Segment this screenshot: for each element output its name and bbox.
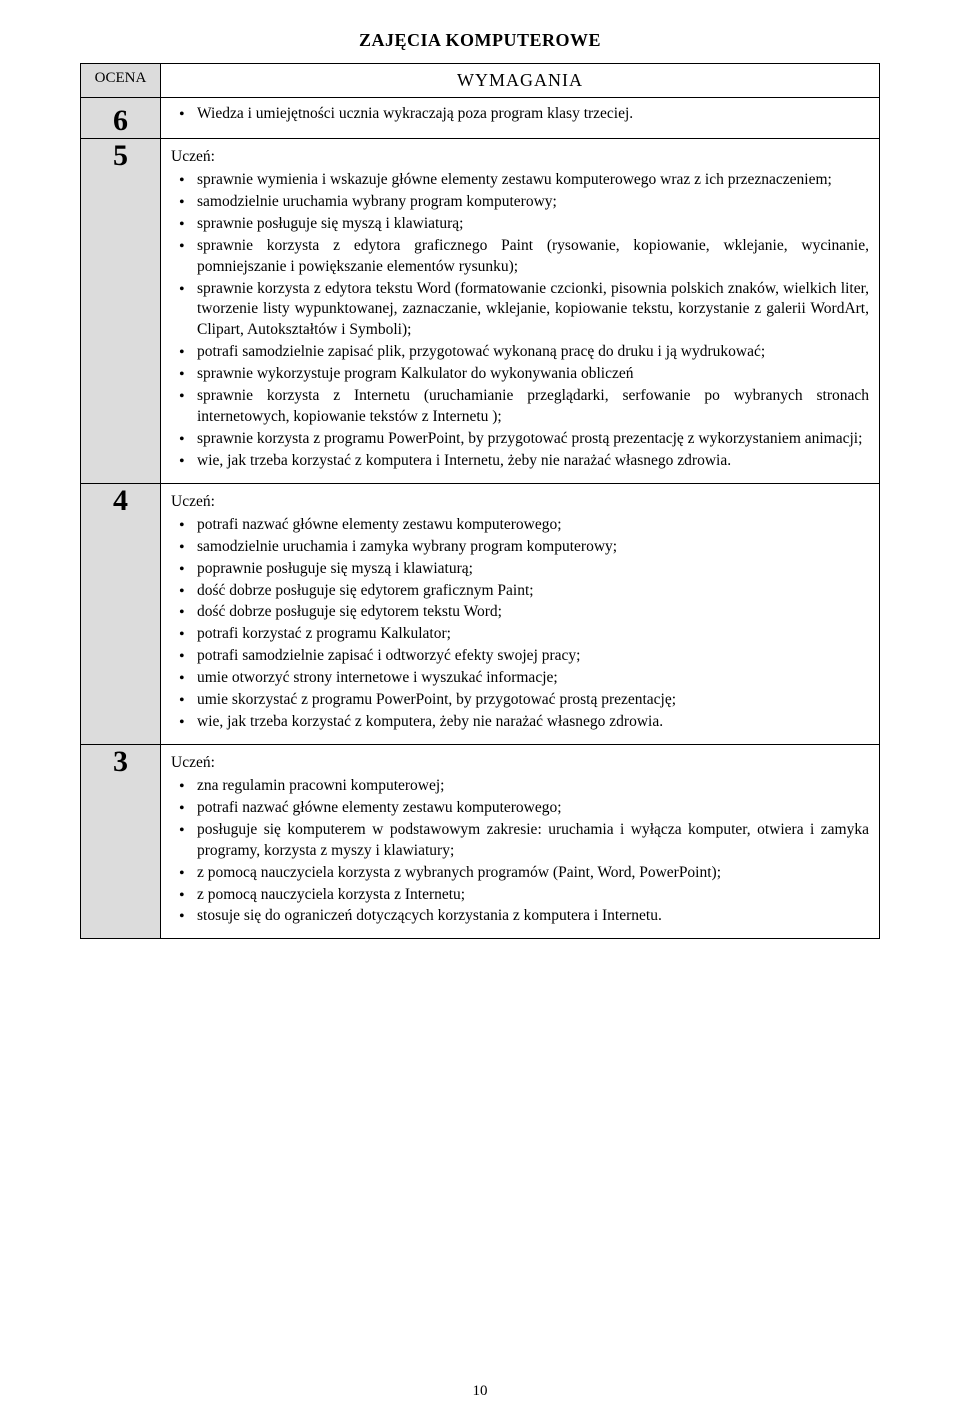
bullet-list: zna regulamin pracowni komputerowej;potr… bbox=[171, 776, 869, 927]
uczen-label: Uczeń: bbox=[171, 753, 869, 774]
content-cell: Wiedza i umiejętności ucznia wykraczają … bbox=[161, 98, 880, 139]
list-item: posługuje się komputerem w podstawowym z… bbox=[171, 820, 869, 862]
table-row: 6 Wiedza i umiejętności ucznia wykraczają… bbox=[81, 98, 880, 139]
list-item: potrafi samodzielnie zapisać i odtworzyć… bbox=[171, 646, 869, 667]
table-row: 5Uczeń:sprawnie wymienia i wskazuje głów… bbox=[81, 139, 880, 484]
header-wymagania: WYMAGANIA bbox=[161, 64, 880, 98]
grade-cell: 4 bbox=[81, 483, 161, 744]
list-item: stosuje się do ograniczeń dotyczących ko… bbox=[171, 906, 869, 927]
list-item: wie, jak trzeba korzystać z komputera i … bbox=[171, 451, 869, 472]
bullet-list: Wiedza i umiejętności ucznia wykraczają … bbox=[171, 104, 869, 125]
page-number: 10 bbox=[0, 1383, 960, 1400]
table-row: 4Uczeń:potrafi nazwać główne elementy ze… bbox=[81, 483, 880, 744]
list-item: potrafi nazwać główne elementy zestawu k… bbox=[171, 515, 869, 536]
list-item: samodzielnie uruchamia wybrany program k… bbox=[171, 192, 869, 213]
content-cell: Uczeń:zna regulamin pracowni komputerowe… bbox=[161, 744, 880, 938]
table-header-row: OCENA WYMAGANIA bbox=[81, 64, 880, 98]
bullet-list: potrafi nazwać główne elementy zestawu k… bbox=[171, 515, 869, 733]
list-item: sprawnie korzysta z programu PowerPoint,… bbox=[171, 429, 869, 450]
uczen-label: Uczeń: bbox=[171, 492, 869, 513]
grade-cell: 3 bbox=[81, 744, 161, 938]
content-cell: Uczeń:sprawnie wymienia i wskazuje główn… bbox=[161, 139, 880, 484]
list-item: z pomocą nauczyciela korzysta z wybranyc… bbox=[171, 863, 869, 884]
table-row: 3Uczeń:zna regulamin pracowni komputerow… bbox=[81, 744, 880, 938]
page-title: ZAJĘCIA KOMPUTEROWE bbox=[80, 30, 880, 51]
list-item: dość dobrze posługuje się edytorem tekst… bbox=[171, 602, 869, 623]
list-item: sprawnie korzysta z edytora tekstu Word … bbox=[171, 279, 869, 342]
list-item: Wiedza i umiejętności ucznia wykraczają … bbox=[171, 104, 869, 125]
list-item: zna regulamin pracowni komputerowej; bbox=[171, 776, 869, 797]
uczen-label: Uczeń: bbox=[171, 147, 869, 168]
requirements-table: OCENA WYMAGANIA 6 Wiedza i umiejętności u… bbox=[80, 63, 880, 939]
bullet-list: sprawnie wymienia i wskazuje główne elem… bbox=[171, 170, 869, 472]
list-item: samodzielnie uruchamia i zamyka wybrany … bbox=[171, 537, 869, 558]
list-item: sprawnie wymienia i wskazuje główne elem… bbox=[171, 170, 869, 191]
list-item: z pomocą nauczyciela korzysta z Internet… bbox=[171, 885, 869, 906]
list-item: potrafi korzystać z programu Kalkulator; bbox=[171, 624, 869, 645]
header-ocena: OCENA bbox=[81, 64, 161, 98]
list-item: sprawnie korzysta z Internetu (uruchamia… bbox=[171, 386, 869, 428]
list-item: sprawnie korzysta z edytora graficznego … bbox=[171, 236, 869, 278]
list-item: sprawnie wykorzystuje program Kalkulator… bbox=[171, 364, 869, 385]
grade-cell: 6 bbox=[81, 98, 161, 139]
list-item: umie skorzystać z programu PowerPoint, b… bbox=[171, 690, 869, 711]
list-item: potrafi samodzielnie zapisać plik, przyg… bbox=[171, 342, 869, 363]
list-item: sprawnie posługuje się myszą i klawiatur… bbox=[171, 214, 869, 235]
list-item: potrafi nazwać główne elementy zestawu k… bbox=[171, 798, 869, 819]
list-item: umie otworzyć strony internetowe i wyszu… bbox=[171, 668, 869, 689]
list-item: poprawnie posługuje się myszą i klawiatu… bbox=[171, 559, 869, 580]
grade-cell: 5 bbox=[81, 139, 161, 484]
list-item: wie, jak trzeba korzystać z komputera, ż… bbox=[171, 712, 869, 733]
list-item: dość dobrze posługuje się edytorem grafi… bbox=[171, 581, 869, 602]
content-cell: Uczeń:potrafi nazwać główne elementy zes… bbox=[161, 483, 880, 744]
